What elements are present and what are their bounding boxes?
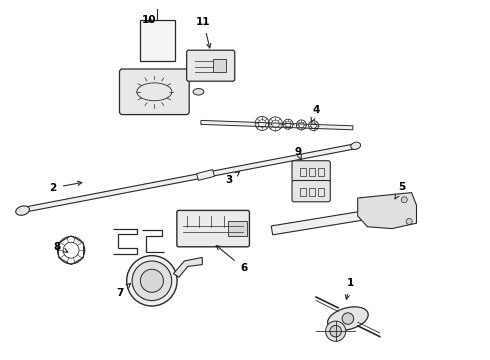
Text: 1: 1 <box>345 278 354 299</box>
Text: 6: 6 <box>216 246 247 273</box>
Polygon shape <box>271 208 383 235</box>
Ellipse shape <box>16 206 29 215</box>
Text: 10: 10 <box>142 15 156 25</box>
Polygon shape <box>19 143 358 213</box>
Circle shape <box>401 197 407 203</box>
Ellipse shape <box>351 142 361 149</box>
Ellipse shape <box>378 208 387 216</box>
FancyBboxPatch shape <box>292 180 330 202</box>
FancyBboxPatch shape <box>177 210 249 247</box>
FancyBboxPatch shape <box>187 50 235 81</box>
Bar <box>309 188 315 196</box>
Bar <box>300 168 306 176</box>
FancyBboxPatch shape <box>120 69 189 114</box>
Text: 11: 11 <box>196 17 211 48</box>
Bar <box>300 188 306 196</box>
Text: 7: 7 <box>116 283 130 298</box>
Text: 5: 5 <box>395 182 405 199</box>
Ellipse shape <box>328 307 368 330</box>
FancyBboxPatch shape <box>292 161 330 182</box>
Polygon shape <box>201 120 353 130</box>
Text: 8: 8 <box>54 242 68 252</box>
Polygon shape <box>358 193 416 229</box>
Text: 3: 3 <box>226 172 240 185</box>
Text: 9: 9 <box>294 147 301 160</box>
Polygon shape <box>196 170 215 180</box>
Bar <box>309 168 315 176</box>
Bar <box>228 221 247 236</box>
Ellipse shape <box>193 89 204 95</box>
Polygon shape <box>173 257 202 277</box>
Bar <box>318 188 324 196</box>
Circle shape <box>132 261 172 301</box>
Bar <box>213 59 226 72</box>
Circle shape <box>406 219 412 224</box>
Bar <box>318 168 324 176</box>
Bar <box>140 20 175 61</box>
Circle shape <box>127 256 177 306</box>
Circle shape <box>325 321 346 341</box>
Text: 4: 4 <box>311 105 320 122</box>
Circle shape <box>342 313 354 324</box>
Text: 2: 2 <box>49 181 82 193</box>
Circle shape <box>330 325 342 337</box>
Circle shape <box>140 269 164 292</box>
